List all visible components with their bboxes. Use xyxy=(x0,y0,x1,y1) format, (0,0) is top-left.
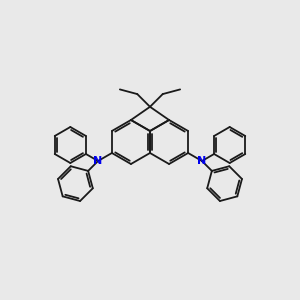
Text: N: N xyxy=(197,156,207,166)
Text: N: N xyxy=(93,156,103,166)
